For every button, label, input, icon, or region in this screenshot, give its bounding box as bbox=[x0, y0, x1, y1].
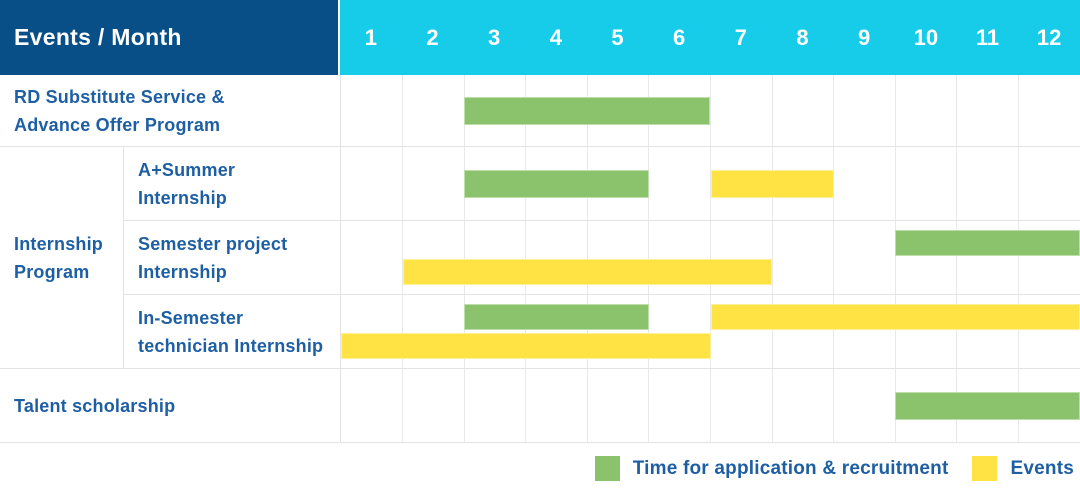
month-gridline bbox=[833, 295, 835, 368]
month-gridline bbox=[648, 147, 650, 220]
month-gridline bbox=[1017, 221, 1019, 294]
month-gridline bbox=[833, 221, 835, 294]
month-header-10: 10 bbox=[895, 0, 957, 75]
month-gridline bbox=[894, 147, 896, 220]
gantt-bar-green-m3-m5 bbox=[464, 304, 649, 330]
gantt-bar-green-m3-m6 bbox=[464, 96, 711, 125]
month-gridline bbox=[648, 221, 650, 294]
month-gridline bbox=[1017, 295, 1019, 368]
month-gridline bbox=[833, 369, 835, 442]
chart-row-1 bbox=[340, 147, 1080, 221]
month-gridline bbox=[648, 295, 650, 368]
month-gridline bbox=[525, 369, 527, 442]
month-header-8: 8 bbox=[771, 0, 834, 75]
month-gridline bbox=[833, 75, 835, 146]
legend-item-application: Time for application & recruitment bbox=[594, 456, 949, 481]
legend-label-events: Events bbox=[1010, 457, 1074, 479]
month-gridline bbox=[402, 369, 404, 442]
month-gridline bbox=[463, 221, 465, 294]
month-gridline bbox=[586, 221, 588, 294]
month-gridline bbox=[402, 221, 404, 294]
legend-swatch-green-icon bbox=[594, 456, 620, 481]
gantt-bar-yellow-m7-m12 bbox=[710, 304, 1080, 330]
month-gridline bbox=[1017, 75, 1019, 146]
month-header-3: 3 bbox=[463, 0, 525, 75]
row-label-0: RD Substitute Service & Advance Offer Pr… bbox=[0, 75, 340, 147]
month-header-11: 11 bbox=[956, 0, 1019, 75]
month-gridline bbox=[771, 369, 773, 442]
row-label-1: A+Summer Internship bbox=[124, 147, 340, 221]
month-gridline bbox=[710, 221, 711, 294]
month-gridline bbox=[525, 295, 527, 368]
events-table: Events / Month 1 2 3 4 5 6 7 8 9 10 11 12 RD Substit… bbox=[0, 0, 1080, 443]
month-gridline bbox=[586, 369, 588, 442]
month-gridline bbox=[586, 295, 588, 368]
month-header-2: 2 bbox=[401, 0, 464, 75]
month-gridline bbox=[833, 147, 835, 220]
gantt-bar-green-m3-m5 bbox=[464, 169, 649, 198]
month-gridline bbox=[402, 75, 404, 146]
month-gridline bbox=[771, 221, 773, 294]
month-gridline bbox=[956, 147, 958, 220]
chart-row-2 bbox=[340, 221, 1080, 295]
month-gridline bbox=[710, 75, 711, 146]
month-header-4: 4 bbox=[525, 0, 587, 75]
legend-swatch-yellow-icon bbox=[972, 456, 998, 481]
row-label-4: Talent scholarship bbox=[0, 369, 340, 443]
month-gridline bbox=[463, 295, 465, 368]
gantt-bar-yellow-m1-m6 bbox=[341, 333, 711, 359]
corner-header: Events / Month bbox=[0, 0, 340, 75]
month-gridline bbox=[402, 295, 404, 368]
chart-row-3 bbox=[340, 295, 1080, 369]
month-gridline bbox=[956, 295, 958, 368]
gantt-bar-yellow-m2-m7 bbox=[402, 259, 773, 285]
month-gridline bbox=[894, 221, 896, 294]
gantt-bar-green-m10-m12 bbox=[895, 230, 1080, 256]
month-gridline bbox=[525, 221, 527, 294]
legend-item-events: Events bbox=[972, 456, 1074, 481]
month-gridline bbox=[710, 295, 711, 368]
month-header-9: 9 bbox=[833, 0, 895, 75]
legend: Time for application & recruitment Event… bbox=[571, 456, 1074, 481]
month-gridline bbox=[894, 75, 896, 146]
gantt-bar-green-m10-m12 bbox=[895, 391, 1080, 420]
month-gridline bbox=[648, 369, 650, 442]
month-gridline bbox=[894, 295, 896, 368]
month-gridline bbox=[710, 369, 711, 442]
month-gridline bbox=[771, 295, 773, 368]
month-gridline bbox=[402, 147, 404, 220]
month-header-6: 6 bbox=[648, 0, 710, 75]
month-header-1: 1 bbox=[340, 0, 402, 75]
month-header-5: 5 bbox=[586, 0, 649, 75]
month-gridline bbox=[771, 75, 773, 146]
month-gridline bbox=[956, 221, 958, 294]
group-label-internship-program: Internship Program bbox=[0, 147, 124, 369]
legend-label-application: Time for application & recruitment bbox=[632, 457, 949, 479]
gantt-bar-yellow-m7-m8 bbox=[710, 169, 834, 198]
month-gridline bbox=[463, 369, 465, 442]
row-label-2: Semester project Internship bbox=[124, 221, 340, 295]
month-gridline bbox=[1017, 147, 1019, 220]
month-header-7: 7 bbox=[710, 0, 772, 75]
month-gridline bbox=[956, 75, 958, 146]
chart-row-0 bbox=[340, 75, 1080, 147]
row-label-3: In-Semester technician Internship bbox=[124, 295, 340, 369]
chart-row-4 bbox=[340, 369, 1080, 443]
month-header-12: 12 bbox=[1018, 0, 1080, 75]
